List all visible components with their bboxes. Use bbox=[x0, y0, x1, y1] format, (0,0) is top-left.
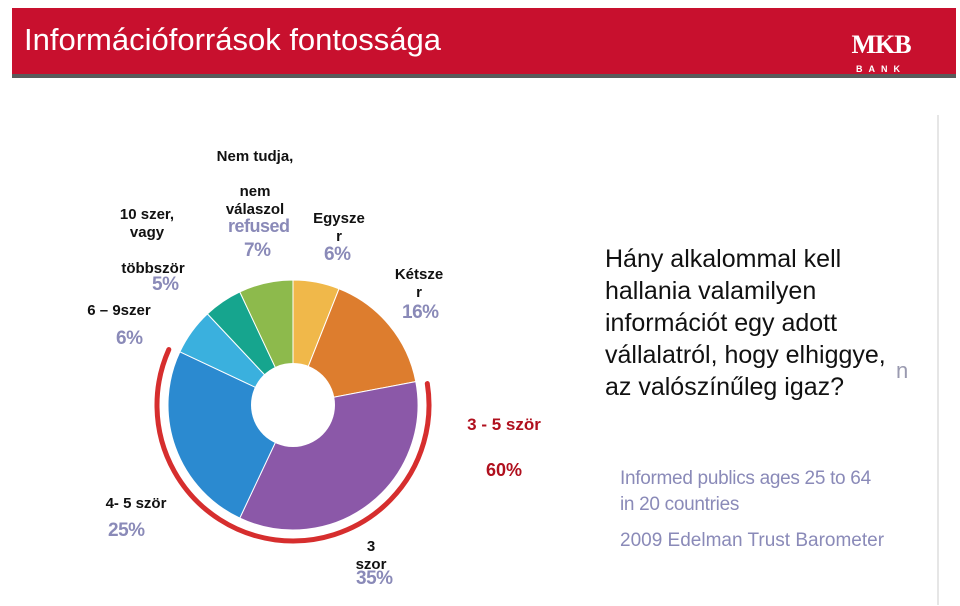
label-nem-valaszol: nem válaszol bbox=[225, 183, 285, 218]
logo-sub-text: BANK bbox=[856, 64, 906, 74]
label-tizszer-vagy: 10 szer, vagy bbox=[119, 206, 175, 241]
pct-3-szor: 35% bbox=[356, 568, 393, 589]
pie-slice-2 bbox=[292, 288, 417, 406]
header-bar: Információforrások fontossága MKB BANK bbox=[12, 8, 956, 78]
mkb-bank-logo: MKB BANK bbox=[846, 32, 916, 76]
pct-3-5-szor: 60% bbox=[485, 460, 523, 480]
label-egyszer: Egysze r bbox=[313, 210, 365, 245]
pct-refused: 7% bbox=[244, 240, 271, 261]
donut-hole bbox=[251, 363, 335, 447]
highlight-arc-3-5-szor bbox=[154, 347, 432, 544]
stray-text: n bbox=[896, 358, 909, 383]
source-line-3: 2009 Edelman Trust Barometer bbox=[620, 530, 885, 551]
pct-tobbszor: 5% bbox=[152, 274, 179, 295]
source-line-1: Informed publics ages 25 to 64 bbox=[620, 468, 871, 489]
pct-6-9szer: 6% bbox=[116, 328, 143, 349]
source-note: Informed publics ages 25 to 64 in 20 cou… bbox=[620, 466, 920, 518]
label-4-5-szor: 4- 5 ször bbox=[105, 495, 167, 512]
logo-main-text: MKB bbox=[851, 30, 911, 59]
label-ketszer: Kétsze r bbox=[394, 266, 444, 301]
pct-egyszer: 6% bbox=[324, 244, 351, 265]
label-tobbszor: többször bbox=[121, 260, 185, 277]
pct-ketszer: 16% bbox=[402, 302, 439, 323]
source-line-2: in 20 countries bbox=[620, 494, 740, 515]
label-3-5-szor: 3 - 5 ször bbox=[467, 415, 541, 434]
label-6-9szer: 6 – 9szer bbox=[87, 302, 151, 319]
pie-slice-3 bbox=[239, 380, 419, 531]
pct-4-5-szor: 25% bbox=[108, 520, 145, 541]
label-3-szor: 3 szor bbox=[355, 538, 387, 573]
page-title: Információforrások fontossága bbox=[24, 22, 441, 57]
survey-question: Hány alkalommal kell hallania valamilyen… bbox=[605, 245, 886, 401]
divider-line bbox=[937, 115, 939, 605]
label-refused: refused bbox=[228, 216, 290, 236]
label-nem-tudja: Nem tudja, bbox=[216, 148, 294, 165]
